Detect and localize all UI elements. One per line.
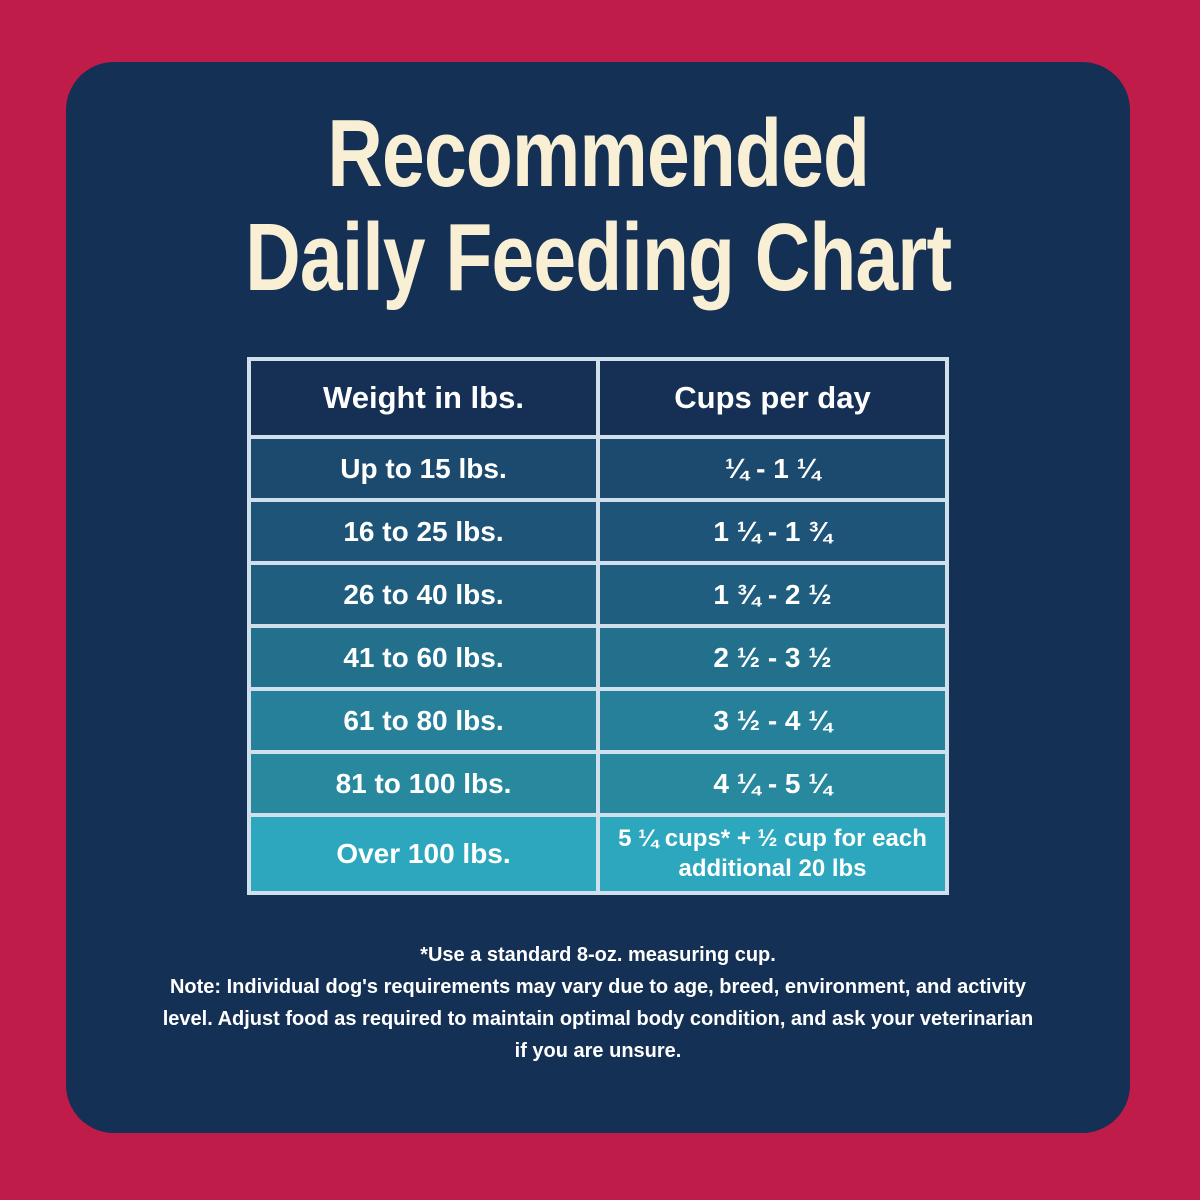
table-row: 61 to 80 lbs. 3 ½ - 4 ¼ <box>247 687 949 755</box>
cups-cell: 1 ¾ - 2 ½ <box>596 561 949 629</box>
col-header-cups: Cups per day <box>596 357 949 440</box>
footnote-measuring-cup: *Use a standard 8-oz. measuring cup. <box>420 944 776 967</box>
col-header-weight: Weight in lbs. <box>247 357 600 440</box>
footnotes: *Use a standard 8-oz. measuring cup. Not… <box>158 939 1038 1067</box>
weight-cell: 61 to 80 lbs. <box>247 687 600 755</box>
header-row: Weight in lbs. Cups per day <box>247 357 949 440</box>
cups-cell: 1 ¼ - 1 ¾ <box>596 498 949 566</box>
feeding-table-body: Up to 15 lbs. ¼ - 1 ¼ 16 to 25 lbs. 1 ¼ - 1… <box>247 435 949 896</box>
cups-cell: 3 ½ - 4 ¼ <box>596 687 949 755</box>
table-row: Over 100 lbs. 5 ¼ cups* + ½ cup for each … <box>247 813 949 896</box>
page-title-line2: Daily Feeding Chart <box>245 203 952 311</box>
table-row: 26 to 40 lbs. 1 ¾ - 2 ½ <box>247 561 949 629</box>
cups-cell: ¼ - 1 ¼ <box>596 435 949 503</box>
weight-cell: 16 to 25 lbs. <box>247 498 600 566</box>
cups-cell: 4 ¼ - 5 ¼ <box>596 750 949 818</box>
feeding-table-head: Weight in lbs. Cups per day <box>247 357 949 440</box>
cups-cell: 2 ½ - 3 ½ <box>596 624 949 692</box>
footnote-disclaimer: Note: Individual dog's requirements may … <box>162 976 1034 1063</box>
weight-cell: Over 100 lbs. <box>247 813 600 896</box>
table-row: 81 to 100 lbs. 4 ¼ - 5 ¼ <box>247 750 949 818</box>
feeding-chart-panel: Recommended Daily Feeding Chart Weight i… <box>66 62 1130 1133</box>
feeding-table: Weight in lbs. Cups per day Up to 15 lbs… <box>247 357 949 896</box>
page-title-line1: Recommended <box>327 100 870 207</box>
weight-cell: 26 to 40 lbs. <box>247 561 600 629</box>
weight-cell: 41 to 60 lbs. <box>247 624 600 692</box>
table-row: Up to 15 lbs. ¼ - 1 ¼ <box>247 435 949 503</box>
table-row: 16 to 25 lbs. 1 ¼ - 1 ¾ <box>247 498 949 566</box>
weight-cell: 81 to 100 lbs. <box>247 750 600 818</box>
page-title: Recommended Daily Feeding Chart <box>245 100 952 311</box>
table-row: 41 to 60 lbs. 2 ½ - 3 ½ <box>247 624 949 692</box>
cups-cell: 5 ¼ cups* + ½ cup for each additional 20… <box>596 813 949 896</box>
weight-cell: Up to 15 lbs. <box>247 435 600 503</box>
